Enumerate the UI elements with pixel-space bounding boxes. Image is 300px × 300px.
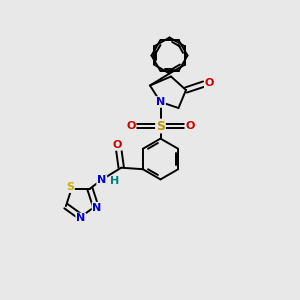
Text: H: H [110,176,119,186]
Text: O: O [185,121,195,131]
Text: S: S [156,119,165,133]
Text: N: N [92,202,102,213]
Text: N: N [156,97,165,107]
Text: O: O [126,121,136,131]
Text: O: O [112,140,122,150]
Text: O: O [205,77,214,88]
Text: S: S [66,182,74,192]
Text: N: N [76,213,86,224]
Text: N: N [97,175,106,185]
